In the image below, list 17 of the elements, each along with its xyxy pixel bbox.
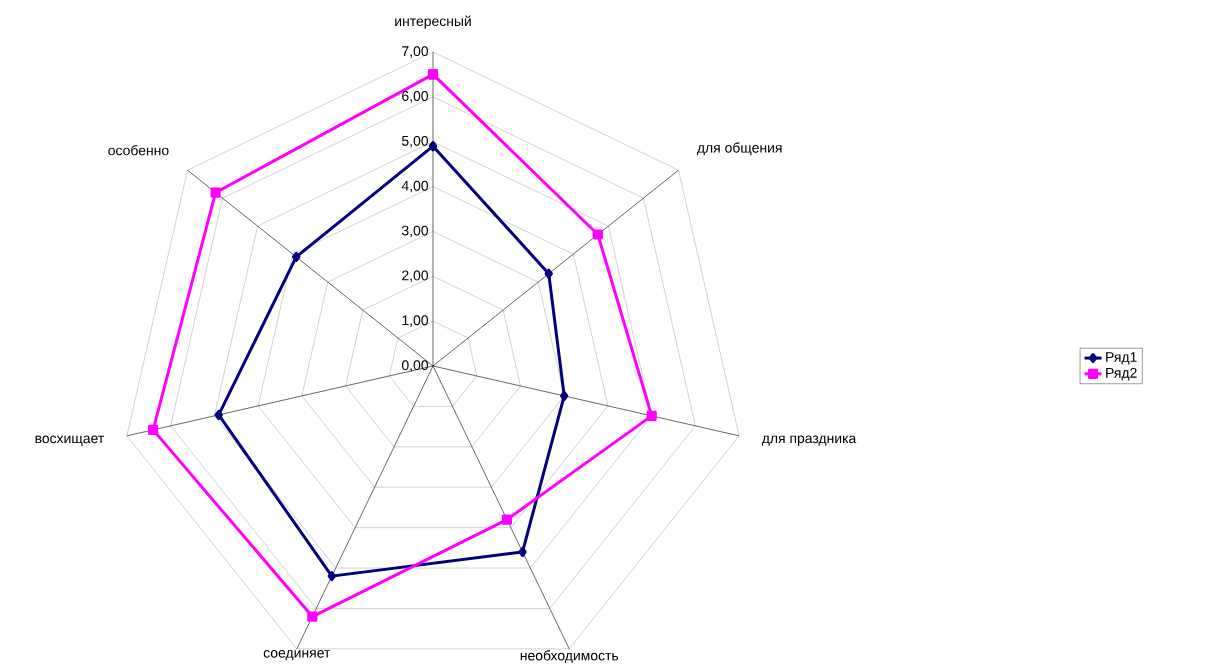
legend-label: Ряд1 [1106, 352, 1137, 365]
spoke-label: интересный [395, 15, 471, 29]
y-tick-label: 6,00 [402, 91, 429, 103]
spoke-label: для общения [697, 142, 782, 156]
spoke-label: особенно [108, 144, 169, 156]
y-tick-label: 4,00 [401, 180, 429, 193]
spoke-label: необходимость [520, 650, 619, 664]
y-tick-label: 1,00 [402, 315, 429, 327]
y-tick-label: 7,00 [402, 46, 429, 58]
spoke-label: соединяет [263, 650, 331, 661]
legend-label: Ряд2 [1106, 367, 1137, 381]
spoke-label: для праздника [761, 435, 857, 446]
y-tick-label: 0,00 [401, 360, 429, 372]
y-tick-label: 5,00 [401, 135, 429, 148]
y-tick-label: 2,00 [402, 270, 429, 283]
y-tick-label: 3,00 [401, 225, 429, 238]
spoke-label: восхищает [35, 435, 105, 446]
